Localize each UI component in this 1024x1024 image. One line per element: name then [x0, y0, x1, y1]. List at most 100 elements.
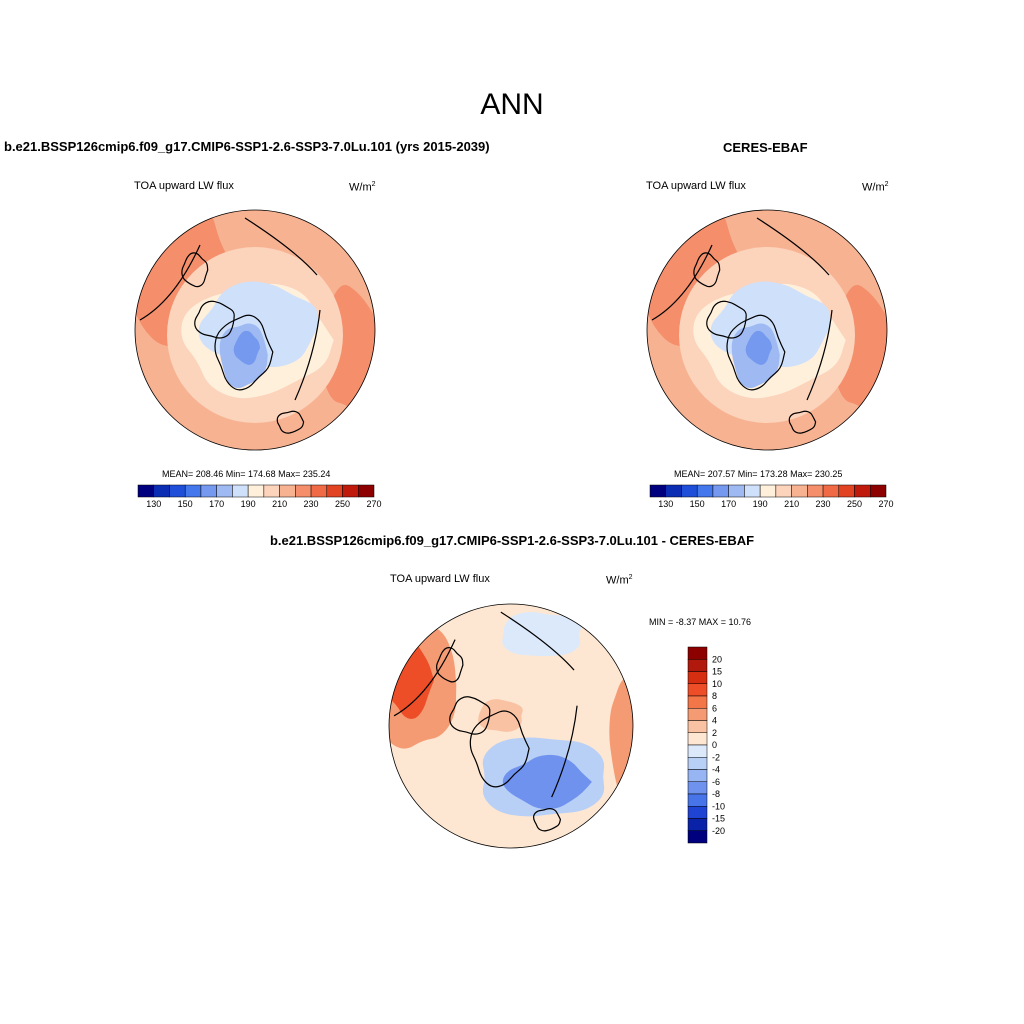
- map-field-diff: [389, 604, 633, 848]
- map-boundary: [646, 209, 888, 451]
- coastline-europe: [532, 808, 562, 832]
- colorbar-tick-label: -2: [712, 752, 720, 762]
- coastline-siberia: [500, 611, 575, 671]
- coastline-europe: [276, 410, 305, 434]
- colorbar-tick-label: 15: [712, 667, 722, 677]
- colorbar-swatch: [216, 484, 233, 498]
- colorbar-swatch: [232, 484, 249, 498]
- colorbar-swatch: [687, 671, 708, 684]
- colorbar-tick-label: 190: [753, 499, 768, 509]
- coastline-archipelago: [194, 300, 235, 339]
- colorbar-tick-label: -10: [712, 801, 725, 811]
- colorbar-tick-label: -20: [712, 826, 725, 836]
- colorbar-swatch: [687, 695, 708, 709]
- colorbar-swatch: [687, 830, 708, 844]
- stats-model: MEAN= 208.46 Min= 174.68 Max= 235.24: [162, 469, 331, 479]
- coastline-archipelago: [706, 300, 747, 339]
- colorbar-swatch: [759, 484, 777, 498]
- colorbar-tick-label: 250: [847, 499, 862, 509]
- colorbar-swatch: [775, 484, 792, 498]
- colorbar-tick-label: -4: [712, 765, 720, 775]
- colorbar-tick-label: 230: [816, 499, 831, 509]
- colorbar-swatch: [326, 484, 343, 498]
- colorbar-swatch: [687, 818, 708, 831]
- colorbar-swatch: [247, 484, 265, 498]
- coastline-scandinavia: [806, 309, 833, 401]
- colorbar-tick-label: 20: [712, 654, 722, 664]
- colorbar-swatch: [153, 484, 170, 498]
- colorbar-tick-label: -6: [712, 777, 720, 787]
- coastline-greenland: [726, 314, 786, 391]
- panel-title-obs: CERES-EBAF: [723, 140, 808, 155]
- colorbar-tick-label: 270: [878, 499, 893, 509]
- colorbar-swatch: [665, 484, 682, 498]
- panel-title-diff: b.e21.BSSP126cmip6.f09_g17.CMIP6-SSP1-2.…: [269, 533, 755, 548]
- colorbar-swatch: [854, 484, 871, 498]
- coastline-greenland: [469, 710, 530, 788]
- colorbar-swatch: [649, 484, 666, 498]
- colorbar-tick-label: 210: [272, 499, 287, 509]
- colorbar-tick-label: 250: [335, 499, 350, 509]
- colorbar-swatch: [137, 484, 154, 498]
- polar-map-diff: [388, 603, 634, 849]
- colorbar-tick-label: 190: [241, 499, 256, 509]
- colorbar-swatch: [279, 484, 296, 498]
- colorbar-swatch: [184, 484, 202, 498]
- colorbar-tick-label: 210: [784, 499, 799, 509]
- colorbar-swatch: [687, 781, 708, 795]
- coastline-scandinavia: [294, 309, 321, 401]
- coastline-north-america: [393, 639, 456, 717]
- field-greenland-core: [745, 330, 773, 365]
- colorbar-swatch: [822, 484, 840, 498]
- colorbar-swatch: [200, 484, 217, 498]
- colorbar-swatch: [870, 484, 887, 498]
- polar-map-model: [134, 209, 376, 451]
- units-label-obs: W/m2: [862, 181, 889, 194]
- colorbar-tick-label: 170: [209, 499, 224, 509]
- colorbar-obs: 130 150 170 190 210 230 250 270: [649, 484, 894, 509]
- polar-map-obs: [646, 209, 888, 451]
- panel-title-model: b.e21.BSSP126cmip6.f09_g17.CMIP6-SSP1-2.…: [4, 139, 490, 154]
- variable-label-obs: TOA upward LW flux: [646, 180, 746, 192]
- colorbar-swatch: [687, 744, 708, 758]
- field-atlantic-cold-core: [502, 754, 592, 810]
- colorbar-swatch: [728, 484, 745, 498]
- colorbar-tick-label: 150: [178, 499, 193, 509]
- map-field-model: [135, 210, 375, 450]
- coastline-alaska: [693, 252, 721, 288]
- coastline-alaska: [181, 252, 209, 288]
- colorbar-tick-label: -8: [712, 789, 720, 799]
- colorbar-swatch: [687, 757, 708, 770]
- colorbar-tick-label: -15: [712, 814, 725, 824]
- colorbar-swatch: [169, 484, 186, 498]
- colorbar-tick-label: 130: [146, 499, 161, 509]
- colorbar-tick-label: 150: [690, 499, 705, 509]
- colorbar-swatch: [342, 484, 359, 498]
- map-boundary: [388, 603, 634, 849]
- coastline-greenland: [214, 314, 274, 391]
- colorbar-swatch: [310, 484, 328, 498]
- colorbar-swatch: [687, 659, 708, 672]
- colorbar-swatch: [681, 484, 698, 498]
- colorbar-swatch: [838, 484, 855, 498]
- colorbar-tick-label: 4: [712, 716, 717, 726]
- coastline-scandinavia: [551, 705, 578, 798]
- coastline-siberia: [244, 217, 318, 276]
- field-greenland-core: [233, 330, 261, 365]
- colorbar-tick-label: 170: [721, 499, 736, 509]
- colorbar-swatch: [712, 484, 729, 498]
- colorbar-tick-label: 270: [366, 499, 381, 509]
- units-label-model: W/m2: [349, 181, 376, 194]
- figure-title: ANN: [480, 88, 544, 121]
- colorbar-swatch: [687, 806, 708, 819]
- stats-diff: MIN = -8.37 MAX = 10.76: [649, 617, 752, 627]
- colorbar-tick-label: 6: [712, 703, 717, 713]
- coastline-north-america: [651, 244, 713, 321]
- variable-label-model: TOA upward LW flux: [134, 180, 234, 192]
- colorbar-tick-label: 10: [712, 679, 722, 689]
- variable-label-diff: TOA upward LW flux: [390, 573, 490, 585]
- colorbar-tick-label: 130: [658, 499, 673, 509]
- coastline-europe: [788, 410, 817, 434]
